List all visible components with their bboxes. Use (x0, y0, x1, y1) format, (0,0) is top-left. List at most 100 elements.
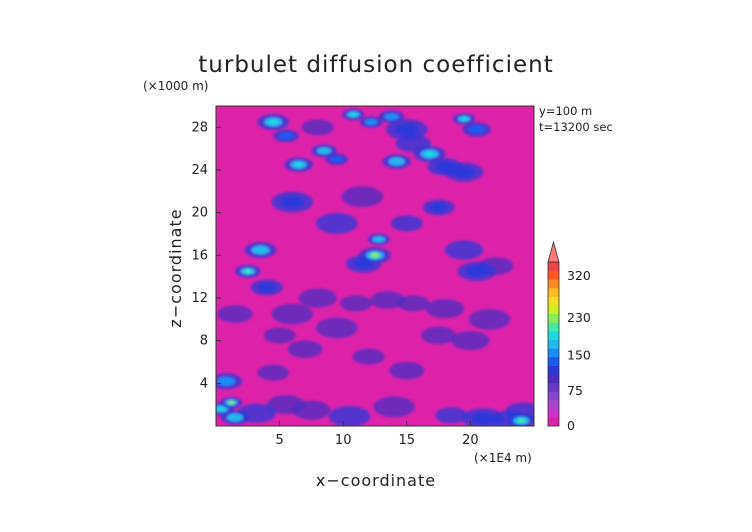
field-cell (320, 148, 328, 153)
x-tick-label: 20 (462, 433, 479, 448)
field-cell (460, 117, 468, 121)
field-cell (298, 288, 337, 308)
field-cell (244, 269, 252, 274)
y-axis-label: z−coordinate (166, 208, 185, 327)
field-cell (425, 151, 435, 157)
field-cell (517, 418, 526, 423)
field-cell (268, 119, 278, 125)
annotation-t: t=13200 sec (539, 120, 613, 134)
field-cells (216, 108, 534, 426)
y-tick-label: 8 (200, 334, 208, 349)
field-cell (333, 157, 340, 162)
x-tick-label: 5 (275, 433, 283, 448)
colorbar: 0 75 150 230 320 (547, 240, 591, 433)
x-axis-label: x−coordinate (316, 471, 436, 490)
colorbar-label: 150 (567, 348, 591, 363)
colorbar-segment (548, 348, 559, 358)
field-cell (368, 120, 375, 124)
colorbar-segment (548, 305, 559, 315)
field-cell (444, 240, 484, 260)
field-cell (471, 268, 483, 275)
field-cell (421, 326, 457, 345)
plot-area (215, 105, 535, 427)
field-cell (292, 400, 331, 420)
colorbar-label: 230 (567, 310, 591, 325)
y-tick-label: 16 (191, 248, 208, 263)
field-cell (389, 361, 425, 380)
colorbar-label: 0 (567, 418, 575, 433)
field-cell (425, 299, 465, 319)
field-cell (271, 303, 314, 325)
colorbar-segment (548, 356, 559, 366)
colorbar-segment (548, 313, 559, 323)
colorbar-segment (548, 270, 559, 280)
field-cell (231, 415, 240, 420)
chart-title: turbulet diffusion coefficient (198, 52, 553, 78)
field-cell (263, 327, 296, 344)
colorbar-segment (548, 374, 559, 384)
y-ticks: 4 8 12 16 20 24 28 (191, 120, 221, 391)
y-tick-label: 24 (191, 163, 208, 178)
field-cell (373, 396, 415, 418)
field-cell (217, 305, 253, 323)
field-cell (301, 119, 334, 136)
colorbar-segment (548, 296, 559, 306)
colorbar-segment (548, 382, 559, 392)
y-tick-label: 20 (191, 206, 208, 221)
colorbar-label: 75 (567, 383, 583, 398)
colorbar-segment (548, 287, 559, 297)
y-tick-label: 28 (191, 120, 208, 135)
x-unit-label: (×1E4 m) (474, 451, 532, 465)
x-tick-label: 10 (335, 433, 352, 448)
colorbar-segment (548, 262, 559, 271)
field-cell (468, 308, 511, 330)
field-cell (316, 317, 358, 339)
field-cell (451, 331, 490, 351)
field-cell (387, 114, 396, 119)
field-cell (294, 162, 303, 167)
field-cell (358, 261, 369, 267)
y-tick-label: 4 (200, 376, 208, 391)
field-cell (257, 364, 290, 381)
field-cell (458, 169, 470, 176)
field-cell (286, 198, 299, 206)
field-cell (370, 291, 406, 309)
field-cell (316, 212, 358, 234)
field-cell (228, 400, 235, 405)
field-cell (435, 407, 468, 424)
field-cell (328, 406, 371, 426)
colorbar-segment (548, 408, 559, 418)
annotation-y: y=100 m (539, 104, 592, 118)
field-cell (392, 159, 401, 164)
colorbar-segment (548, 322, 559, 332)
colorbar-segment (548, 365, 559, 375)
colorbar-arrow (547, 240, 560, 263)
field-cell (262, 284, 272, 290)
colorbar-segment (548, 331, 559, 340)
field-cell (434, 204, 444, 210)
field-cell (256, 247, 266, 253)
colorbar-segment (548, 279, 559, 289)
field-cell (217, 406, 225, 411)
x-ticks: 5 10 15 20 (275, 421, 479, 448)
plot-frame (215, 105, 535, 427)
field-cell (477, 415, 489, 422)
field-cell (400, 126, 413, 133)
y-unit-label: (×1000 m) (143, 79, 208, 93)
field-cell (221, 378, 231, 384)
field-cell (390, 215, 423, 232)
field-cell (282, 133, 290, 138)
field-cell (352, 348, 385, 365)
field-cell (350, 112, 357, 117)
colorbar-segment (548, 400, 559, 410)
y-tick-label: 12 (191, 291, 208, 306)
colorbar-segment (548, 391, 559, 401)
colorbar-label: 320 (567, 268, 591, 283)
x-tick-label: 15 (399, 433, 416, 448)
colorbar-segment (548, 339, 559, 349)
field-cell (339, 295, 372, 312)
field-cell (287, 340, 323, 359)
field-cell (370, 252, 380, 258)
field-cell (375, 237, 382, 242)
